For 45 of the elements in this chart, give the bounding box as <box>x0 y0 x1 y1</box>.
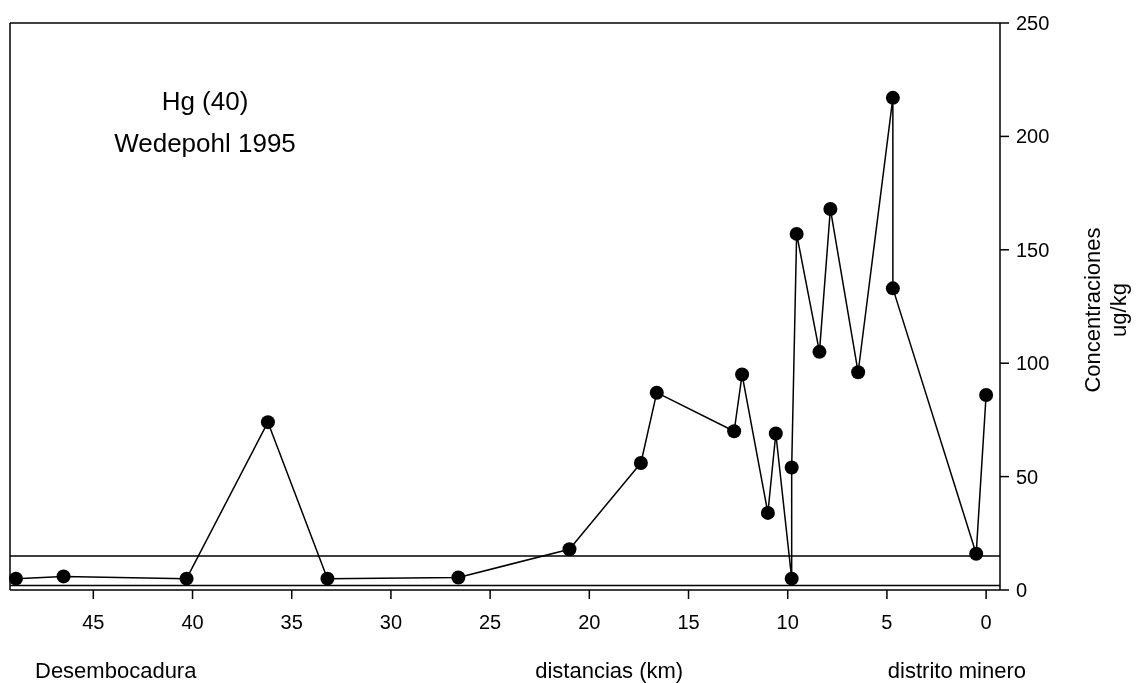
x-tick-label: 35 <box>280 611 303 633</box>
x-axis-title: distancias (km) <box>535 658 684 683</box>
point <box>320 571 335 586</box>
point <box>885 281 900 296</box>
point <box>851 365 866 380</box>
annotation: Hg (40) <box>161 86 249 116</box>
point <box>179 571 194 586</box>
x-tick-label: 45 <box>82 611 105 633</box>
point <box>451 570 466 585</box>
y-tick-label: 50 <box>1016 465 1039 488</box>
point <box>969 546 984 561</box>
point <box>562 542 577 557</box>
point <box>760 505 775 520</box>
x-tick-label: 25 <box>479 611 502 633</box>
point <box>260 415 275 430</box>
x-tick-label: 40 <box>181 611 204 633</box>
y-axis-title: Concentraciones ug/kg <box>1080 227 1131 393</box>
text: Desembocadura <box>35 658 198 683</box>
point <box>649 385 664 400</box>
y-tick-label: 100 <box>1016 352 1050 375</box>
point <box>784 571 799 586</box>
point <box>885 90 900 105</box>
x-tick-label: 30 <box>379 611 403 633</box>
y-tick-label: 200 <box>1016 125 1050 148</box>
y-tick-label: 0 <box>1016 579 1028 601</box>
point <box>812 344 827 359</box>
point <box>979 387 994 402</box>
point <box>56 569 71 584</box>
x-tick-label: 20 <box>578 611 601 633</box>
x-tick-label: 15 <box>677 611 700 633</box>
text: distrito minero <box>887 658 1026 683</box>
point <box>727 424 742 439</box>
point <box>784 460 799 475</box>
point <box>8 571 23 586</box>
x-tick-label: 10 <box>776 611 799 633</box>
point <box>823 201 838 216</box>
annotation: Wedepohl 1995 <box>114 128 296 158</box>
y-tick-label: 250 <box>1016 12 1050 34</box>
point <box>768 426 783 441</box>
y-tick-label: 150 <box>1016 238 1050 261</box>
x-tick-label: 5 <box>881 611 893 633</box>
x-tick-label: 0 <box>980 611 992 633</box>
point <box>633 455 648 470</box>
point <box>789 226 804 241</box>
point <box>735 367 750 382</box>
